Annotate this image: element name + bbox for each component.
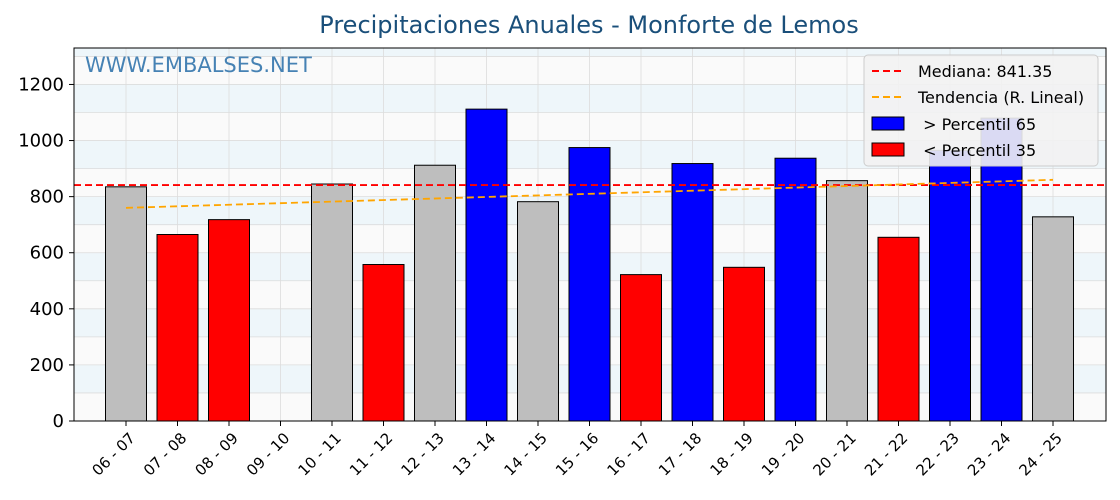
x-tick-label: 09 - 10 [243,429,293,479]
y-tick-label: 400 [30,299,64,320]
x-tick-label: 10 - 11 [295,429,345,479]
legend-high-label: > Percentil 65 [918,115,1036,134]
bar-11-12 [362,264,405,422]
reference-lines [74,178,1106,209]
bar-12-13 [414,164,456,422]
chart-title: Precipitaciones Anuales - Monforte de Le… [319,11,858,39]
bar-22-23 [929,149,971,422]
x-tick-label: 11 - 12 [346,429,396,479]
x-tick-label: 12 - 13 [398,429,448,479]
bar-20-21 [826,180,868,422]
y-tick-label: 800 [30,187,64,208]
bar-18-19 [723,266,765,422]
legend-low-swatch [871,142,905,157]
x-tick-label: 20 - 21 [810,429,860,479]
x-axis: 06 - 07 07 - 08 08 - 09 09 - 10 10 - 11 11 - … [89,421,1066,479]
bars [105,108,1074,422]
bar-17-18 [671,163,714,422]
x-tick-label: 18 - 19 [707,429,757,479]
trend-line [125,178,1054,209]
legend-low-label: < Percentil 35 [918,141,1036,160]
x-tick-label: 21 - 22 [861,429,911,479]
y-tick-label: 1000 [18,131,64,152]
x-tick-label: 24 - 25 [1016,429,1066,479]
watermark: WWW.EMBALSES.NET [85,53,312,77]
x-tick-label: 22 - 23 [913,429,963,479]
background-band [74,48,1106,57]
bar-24-25 [1032,216,1074,422]
bar-08-09 [208,219,250,422]
x-tick-label: 17 - 18 [655,429,705,479]
bar-13-14 [465,108,508,422]
legend-high-swatch [871,116,905,131]
bar-15-16 [568,147,611,422]
legend-box [863,54,1099,167]
x-tick-label: 19 - 20 [758,429,808,479]
y-tick-label: 200 [30,355,64,376]
x-tick-label: 15 - 16 [552,429,602,479]
x-tick-label: 14 - 15 [501,429,551,479]
y-tick-label: 600 [30,243,64,264]
legend: Mediana: 841.35 Tendencia (R. Lineal) > … [863,54,1099,167]
bar-19-20 [774,157,817,422]
bar-07-08 [156,234,199,422]
bar-06-07 [105,186,147,422]
bar-21-22 [877,236,920,422]
x-tick-label: 07 - 08 [140,429,190,479]
bar-16-17 [620,274,662,422]
bar-10-11 [311,183,353,422]
legend-median-label: Mediana: 841.35 [918,62,1052,81]
x-tick-label: 13 - 14 [449,429,499,479]
legend-trend-label: Tendencia (R. Lineal) [917,88,1084,107]
bar-14-15 [517,201,559,422]
x-tick-label: 23 - 24 [964,429,1014,479]
x-tick-label: 16 - 17 [604,429,654,479]
x-tick-label: 08 - 09 [192,429,242,479]
y-tick-label: 1200 [18,74,64,95]
x-tick-label: 06 - 07 [89,429,139,479]
y-axis: 0 200 400 600 800 1000 1200 [18,74,74,432]
y-tick-label: 0 [53,411,64,432]
